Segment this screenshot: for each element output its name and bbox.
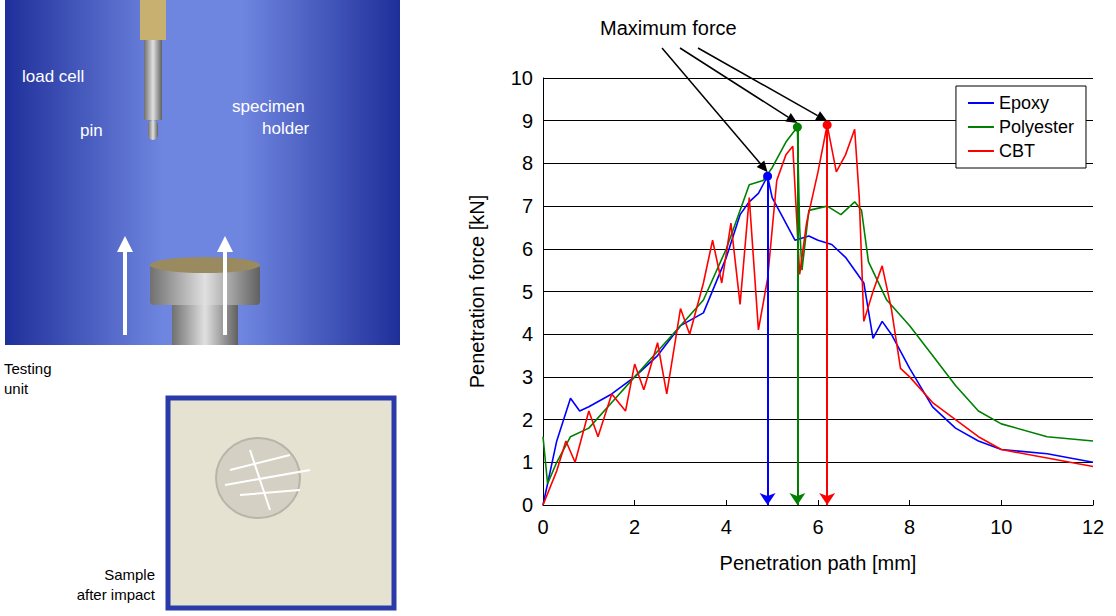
svg-text:4: 4 bbox=[522, 323, 533, 345]
svg-text:6: 6 bbox=[812, 516, 823, 538]
svg-text:unit: unit bbox=[4, 380, 29, 397]
svg-text:8: 8 bbox=[904, 516, 915, 538]
svg-text:specimen: specimen bbox=[232, 97, 305, 116]
svg-text:after impact: after impact bbox=[77, 586, 156, 603]
svg-text:holder: holder bbox=[262, 119, 310, 138]
svg-text:Epoxy: Epoxy bbox=[999, 93, 1049, 113]
svg-text:Penetration path [mm]: Penetration path [mm] bbox=[720, 552, 917, 574]
svg-text:load cell: load cell bbox=[22, 67, 84, 86]
svg-text:0: 0 bbox=[537, 516, 548, 538]
svg-text:10: 10 bbox=[511, 67, 533, 89]
svg-text:5: 5 bbox=[522, 281, 533, 303]
svg-text:0: 0 bbox=[522, 494, 533, 516]
svg-text:Sample: Sample bbox=[104, 566, 155, 583]
svg-text:Testing: Testing bbox=[4, 360, 52, 377]
svg-text:Polyester: Polyester bbox=[999, 117, 1074, 137]
svg-text:pin: pin bbox=[80, 121, 103, 140]
svg-text:9: 9 bbox=[522, 110, 533, 132]
svg-text:3: 3 bbox=[522, 366, 533, 388]
svg-text:6: 6 bbox=[522, 238, 533, 260]
svg-text:CBT: CBT bbox=[999, 141, 1035, 161]
svg-text:4: 4 bbox=[721, 516, 732, 538]
svg-text:2: 2 bbox=[629, 516, 640, 538]
svg-text:12: 12 bbox=[1082, 516, 1104, 538]
svg-text:10: 10 bbox=[990, 516, 1012, 538]
svg-text:7: 7 bbox=[522, 195, 533, 217]
svg-text:2: 2 bbox=[522, 409, 533, 431]
svg-text:8: 8 bbox=[522, 152, 533, 174]
svg-text:Penetration force [kN]: Penetration force [kN] bbox=[466, 195, 488, 388]
svg-text:Maximum force: Maximum force bbox=[600, 17, 737, 39]
svg-text:1: 1 bbox=[522, 451, 533, 473]
